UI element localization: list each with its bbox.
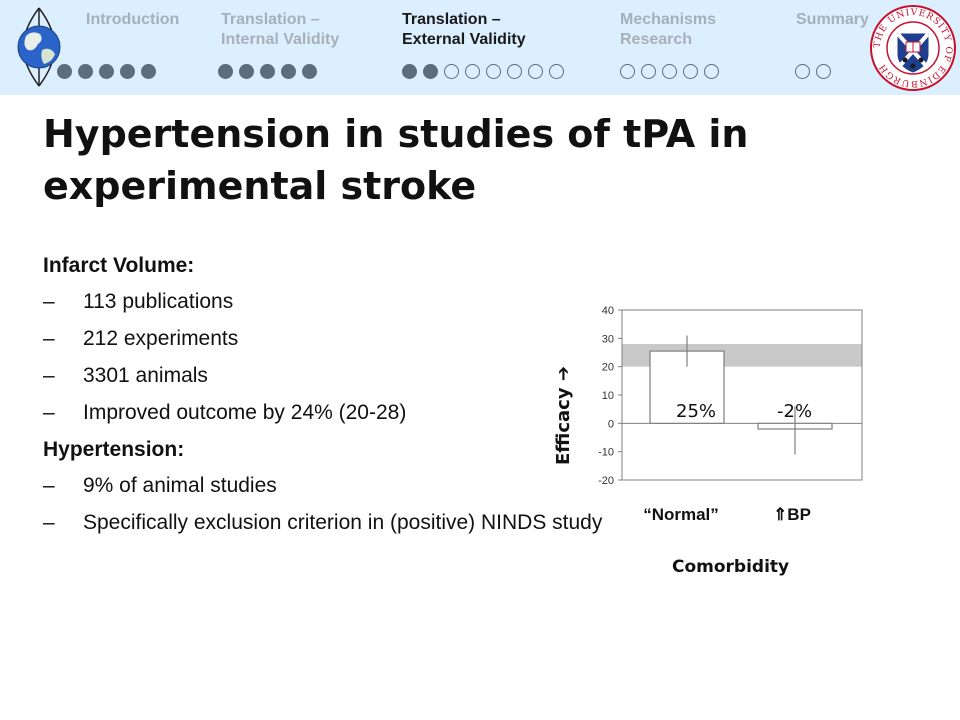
slide-dot-unvisited[interactable] (641, 64, 656, 79)
slide-dot-visited[interactable] (99, 64, 114, 79)
infarct-list: – 113 publications – 212 experiments – 3301 a… (43, 289, 603, 426)
top-navigation-bar: Introduction Translation – Internal Validi… (0, 0, 960, 95)
university-crest-icon: THE UNIVERSITY OF EDINBURGH (868, 2, 958, 94)
y-tick-label: 40 (602, 305, 614, 317)
slide-dot-unvisited[interactable] (549, 64, 564, 79)
hypertension-item-text: Specifically exclusion criterion in (pos… (83, 511, 603, 534)
nav-progress-dots (795, 64, 831, 82)
nav-section-4[interactable]: Summary (796, 10, 869, 30)
hypertension-item: – Specifically exclusion criterion in (po… (43, 510, 603, 536)
y-tick-label: 0 (608, 418, 614, 430)
nav-section-2[interactable]: Translation – External Validity (402, 10, 526, 50)
slide-dot-unvisited[interactable] (683, 64, 698, 79)
nav-progress-dots (402, 64, 564, 82)
nav-section-3[interactable]: Mechanisms Research (620, 10, 716, 50)
slide-dot-visited[interactable] (218, 64, 233, 79)
y-tick-label: -10 (598, 447, 614, 459)
y-tick-label: 10 (602, 390, 614, 402)
slide-dot-unvisited[interactable] (662, 64, 677, 79)
slide-dot-unvisited[interactable] (465, 64, 480, 79)
nav-section-label-line-2: Research (620, 31, 693, 48)
category-label: ⇑BP (773, 505, 811, 524)
slide-dot-unvisited[interactable] (486, 64, 501, 79)
nav-section-label-line-2: External Validity (402, 31, 526, 48)
dash-bullet: – (43, 401, 55, 424)
dash-bullet: – (43, 364, 55, 387)
globe-logo-icon (8, 6, 70, 88)
slide-dot-unvisited[interactable] (528, 64, 543, 79)
bar-value-label: 25% (676, 401, 716, 422)
bar-value-label: -2% (777, 401, 812, 422)
slide-dot-visited[interactable] (281, 64, 296, 79)
nav-section-label-line-1: Introduction (86, 11, 180, 28)
infarct-item: – 212 experiments (43, 326, 603, 352)
dash-bullet: – (43, 290, 55, 313)
nav-section-label-line-2: Internal Validity (221, 31, 340, 48)
infarct-item-text: Improved outcome by 24% (20-28) (83, 401, 407, 424)
y-tick-label: 20 (602, 362, 614, 374)
hypertension-list: – 9% of animal studies – Specifically exclu… (43, 473, 603, 536)
infarct-item-text: 212 experiments (83, 327, 239, 350)
slide-dot-unvisited[interactable] (816, 64, 831, 79)
dash-bullet: – (43, 511, 55, 534)
slide-dot-visited[interactable] (57, 64, 72, 79)
nav-section-label-line-1: Translation – (221, 11, 320, 28)
nav-section-label-line-1: Translation – (402, 11, 501, 28)
infarct-heading: Infarct Volume: (43, 254, 195, 277)
hypertension-heading: Hypertension: (43, 438, 185, 461)
nav-section-label-line-1: Mechanisms (620, 11, 717, 28)
slide-dot-unvisited[interactable] (444, 64, 459, 79)
slide-dot-visited[interactable] (141, 64, 156, 79)
infarct-item: – 113 publications (43, 289, 603, 315)
nav-section-0[interactable]: Introduction (86, 10, 179, 30)
slide-body: Infarct Volume: – 113 publications – 212 ex… (43, 253, 603, 547)
infarct-item: – Improved outcome by 24% (20-28) (43, 400, 603, 426)
nav-section-1[interactable]: Translation – Internal Validity (221, 10, 339, 50)
slide-dot-visited[interactable] (260, 64, 275, 79)
y-tick-label: -20 (598, 475, 614, 487)
slide-title-line-1: Hypertension in studies of tPA in (43, 112, 749, 156)
slide-dot-visited[interactable] (78, 64, 93, 79)
category-label: “Normal” (643, 505, 719, 524)
efficacy-bar-chart: -20 -10 0 10 20 30 40 25% “Normal” -2% ⇑BP (598, 305, 863, 524)
slide-dot-unvisited[interactable] (507, 64, 522, 79)
slide-dot-visited[interactable] (423, 64, 438, 79)
infarct-item-text: 113 publications (83, 290, 234, 313)
dash-bullet: – (43, 327, 55, 350)
chart-x-axis-label: Comorbidity (672, 557, 790, 577)
slide-dot-visited[interactable] (239, 64, 254, 79)
nav-section-label-line-1: Summary (796, 11, 869, 28)
hypertension-item: – 9% of animal studies (43, 473, 603, 499)
y-tick-label: 30 (602, 333, 614, 345)
hypertension-item-text: 9% of animal studies (83, 474, 277, 497)
slide-dot-unvisited[interactable] (795, 64, 810, 79)
slide-title: Hypertension in studies of tPA in experi… (43, 108, 803, 212)
slide-title-line-2: experimental stroke (43, 164, 477, 208)
dash-bullet: – (43, 474, 55, 497)
slide-dot-visited[interactable] (402, 64, 417, 79)
nav-progress-dots (57, 64, 156, 82)
infarct-item-text: 3301 animals (83, 364, 208, 387)
slide-dot-visited[interactable] (120, 64, 135, 79)
slide-dot-unvisited[interactable] (704, 64, 719, 79)
infarct-item: – 3301 animals (43, 363, 603, 389)
slide-dot-unvisited[interactable] (620, 64, 635, 79)
slide-dot-visited[interactable] (302, 64, 317, 79)
nav-progress-dots (620, 64, 719, 82)
nav-progress-dots (218, 64, 317, 82)
